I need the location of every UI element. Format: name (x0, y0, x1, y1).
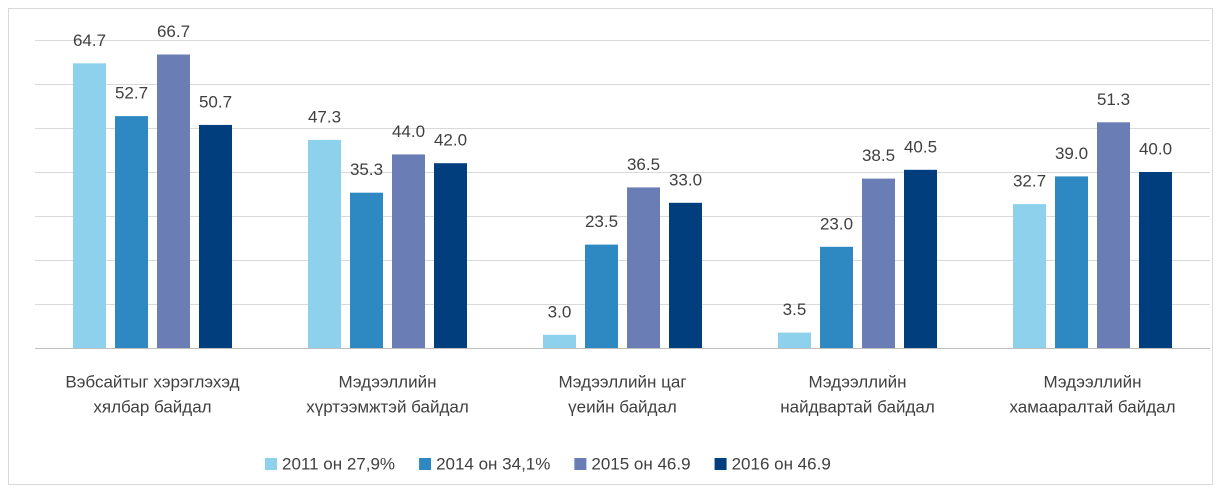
bar (1055, 176, 1088, 348)
bar (543, 334, 576, 348)
bar (157, 54, 190, 349)
legend-swatch (419, 458, 432, 470)
bar (199, 124, 232, 348)
bar (820, 246, 853, 348)
data-label: 32.7 (1013, 172, 1046, 191)
data-label: 42.0 (434, 131, 467, 150)
x-tick-label: хялбар байдал (93, 397, 211, 416)
data-label: 35.3 (350, 160, 383, 179)
bar (1013, 204, 1046, 348)
x-tick-label: хамааралтай байдал (1009, 397, 1175, 416)
bar (669, 202, 702, 348)
x-tick-label: Мэдээллийн (809, 372, 907, 391)
legend-label: 2011 он 27,9% (282, 454, 395, 473)
data-label: 3.5 (783, 300, 807, 319)
data-label: 47.3 (308, 107, 341, 126)
bar (434, 163, 467, 348)
data-label: 51.3 (1097, 90, 1130, 109)
bar (1097, 122, 1130, 348)
bar (115, 116, 148, 349)
data-label: 66.7 (157, 22, 190, 41)
data-label: 40.0 (1139, 139, 1172, 158)
legend-label: 2016 он 46.9 (732, 454, 831, 473)
x-tick-label: Вэбсайтыг хэрэглэхэд (65, 372, 239, 391)
bar (350, 192, 383, 348)
bar (73, 63, 106, 348)
x-tick-label: Мэдээллийн (339, 372, 437, 391)
legend-label: 2014 он 34,1% (436, 454, 550, 473)
legend-swatch (574, 458, 587, 470)
bar (1139, 172, 1172, 348)
legend-label: 2015 он 46.9 (591, 454, 690, 473)
x-tick-label: Мэдээллийн (1044, 372, 1142, 391)
x-tick-label: найдвартай байдал (780, 397, 935, 416)
bar (778, 332, 811, 348)
data-label: 44.0 (392, 122, 425, 141)
data-label: 23.0 (820, 214, 853, 233)
bar (308, 139, 341, 348)
x-tick-label: хүртээмжтэй байдал (306, 397, 469, 416)
data-label: 52.7 (115, 84, 148, 103)
x-tick-label: үеийн байдал (568, 397, 677, 416)
data-label: 36.5 (627, 155, 660, 174)
data-label: 50.7 (199, 92, 232, 111)
data-label: 40.5 (904, 137, 937, 156)
bar (627, 187, 660, 348)
legend-swatch (714, 458, 727, 470)
bar (904, 169, 937, 348)
data-label: 39.0 (1055, 144, 1088, 163)
bar (392, 154, 425, 348)
data-label: 38.5 (862, 146, 895, 165)
data-label: 64.7 (73, 31, 106, 50)
data-label: 3.0 (548, 302, 572, 321)
data-label: 33.0 (669, 170, 702, 189)
x-tick-label: Мэдээллийн цаг (558, 372, 686, 391)
bar (862, 178, 895, 348)
legend-swatch (265, 458, 277, 470)
data-label: 23.5 (585, 212, 618, 231)
bar (585, 244, 618, 348)
